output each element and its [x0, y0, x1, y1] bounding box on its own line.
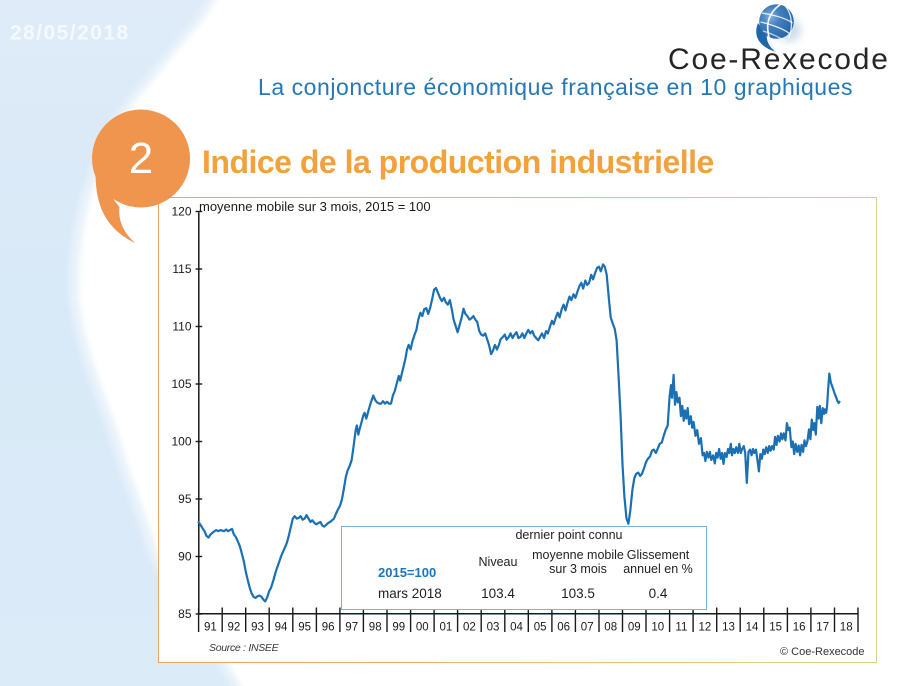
svg-text:120: 120 [171, 205, 191, 219]
svg-text:12: 12 [699, 622, 712, 634]
svg-text:06: 06 [557, 622, 570, 634]
svg-text:03: 03 [487, 622, 500, 634]
svg-text:91: 91 [204, 622, 217, 634]
svg-text:97: 97 [345, 622, 358, 634]
svg-text:28/05/2018: 28/05/2018 [10, 22, 130, 45]
svg-text:95: 95 [178, 492, 192, 506]
svg-text:02: 02 [463, 622, 476, 634]
svg-text:95: 95 [298, 622, 311, 634]
svg-text:94: 94 [275, 622, 288, 634]
svg-text:110: 110 [172, 320, 191, 334]
svg-text:11: 11 [675, 622, 687, 634]
svg-text:90: 90 [178, 550, 192, 564]
svg-text:05: 05 [534, 622, 547, 634]
svg-text:96: 96 [322, 622, 335, 634]
svg-text:15: 15 [769, 622, 782, 634]
svg-text:01: 01 [440, 622, 453, 634]
svg-text:18: 18 [840, 622, 853, 634]
svg-text:00: 00 [416, 622, 429, 634]
svg-text:16: 16 [793, 622, 806, 634]
svg-text:13: 13 [722, 622, 735, 634]
svg-text:04: 04 [510, 622, 523, 634]
svg-text:2: 2 [129, 134, 153, 183]
svg-text:17: 17 [816, 622, 829, 634]
svg-text:93: 93 [251, 622, 264, 634]
svg-text:La conjoncture économique fran: La conjoncture économique française en 1… [258, 74, 853, 100]
svg-text:92: 92 [228, 622, 241, 634]
svg-text:09: 09 [628, 622, 641, 634]
svg-text:14: 14 [746, 622, 759, 634]
svg-text:85: 85 [178, 607, 192, 621]
svg-text:07: 07 [581, 622, 594, 634]
svg-text:Coe-Rexecode: Coe-Rexecode [668, 43, 890, 76]
svg-text:10: 10 [651, 622, 664, 634]
svg-text:08: 08 [604, 622, 617, 634]
svg-text:100: 100 [171, 435, 191, 449]
svg-text:98: 98 [369, 622, 382, 634]
svg-text:105: 105 [171, 377, 191, 391]
svg-text:99: 99 [392, 622, 405, 634]
svg-text:115: 115 [172, 262, 191, 276]
